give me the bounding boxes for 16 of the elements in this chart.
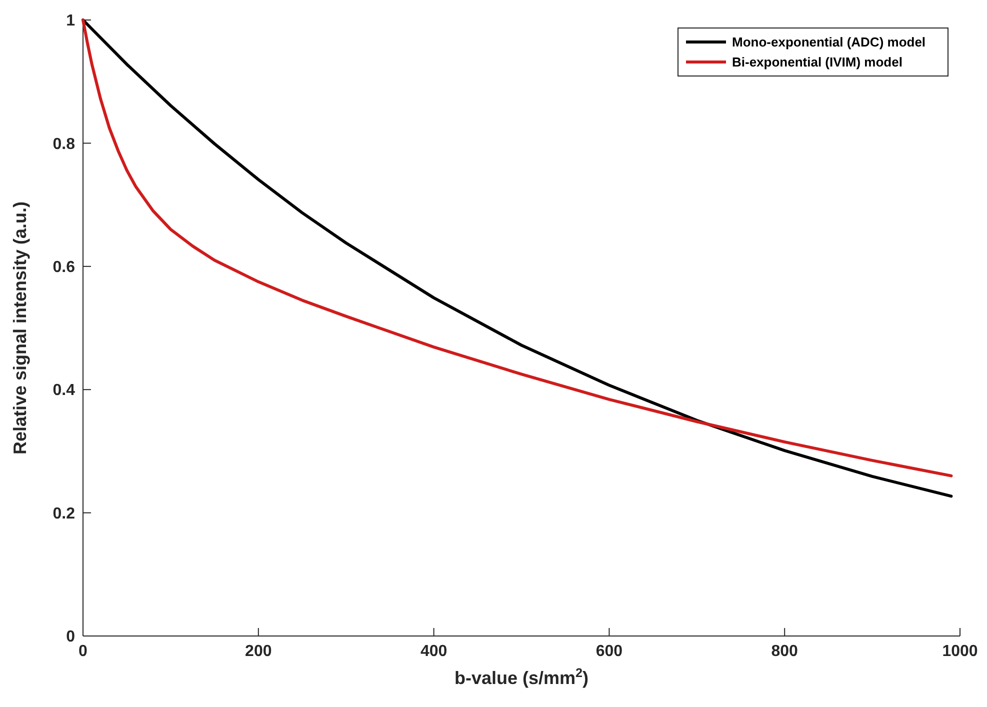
y-tick-label: 0 <box>66 628 76 646</box>
x-axis-title: b-value (s/mm$^{2}$) <box>454 666 589 688</box>
x-tick-label: 0 <box>78 643 88 660</box>
x-tick-label: 600 <box>596 643 623 660</box>
y-tick-label: 0.6 <box>52 259 76 276</box>
y-tick-label: 0.2 <box>52 505 76 522</box>
legend-label: Bi-exponential (IVIM) model <box>732 54 902 70</box>
y-tick-label: 0.8 <box>52 136 76 153</box>
x-tick-label: 200 <box>245 643 272 660</box>
y-axis-title: Relative signal intensity (a.u.) <box>10 201 30 455</box>
x-tick-label: 1000 <box>942 643 978 660</box>
legend-label: Mono-exponential (ADC) model <box>732 34 926 50</box>
y-tick-label: 0.4 <box>52 382 76 400</box>
x-tick-label: 800 <box>771 643 798 660</box>
x-tick-label: 400 <box>420 643 448 660</box>
y-tick-label: 1 <box>66 12 76 30</box>
